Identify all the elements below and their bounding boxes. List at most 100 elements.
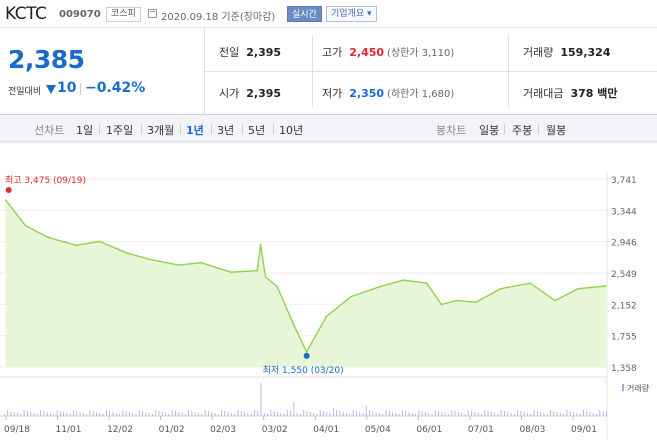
divider: [204, 28, 205, 115]
stock-name: KCTC: [5, 4, 47, 24]
volume-bar: [517, 410, 518, 416]
volume-bar: [17, 413, 18, 416]
price-point: [98, 240, 101, 243]
volume-bar: [553, 411, 555, 416]
day-low: 저가 2,350 (하한가 1,680): [322, 85, 454, 101]
volume-bar: [59, 411, 61, 416]
volume-bar: [89, 410, 91, 416]
period-10y[interactable]: 10년: [279, 124, 304, 137]
volume-bar: [510, 413, 512, 416]
volume-bar: [398, 414, 400, 416]
volume-bar: [244, 412, 245, 416]
volume-bar: [507, 412, 509, 416]
candle-chart-label: 봉차트: [436, 124, 467, 137]
volume-bar: [602, 411, 604, 416]
volume-bar: [138, 410, 140, 416]
volume-bar: [523, 412, 525, 416]
volume-bar: [194, 412, 196, 416]
volume-bar: [50, 413, 51, 416]
divider: [504, 124, 505, 134]
volume-bar: [33, 413, 35, 416]
volume-bar: [451, 410, 453, 416]
price-point: [177, 264, 180, 266]
line-chart-label: 선차트: [34, 124, 65, 137]
volume-bar: [533, 410, 535, 416]
volume-bar: [102, 414, 104, 416]
volume-bar: [332, 408, 334, 416]
volume-bar: [30, 412, 32, 416]
volume-bar: [119, 414, 120, 416]
volume-bar: [385, 410, 387, 416]
volume-bar: [36, 414, 38, 416]
volume-bar: [132, 413, 134, 416]
candle-daily[interactable]: 일봉: [479, 124, 500, 137]
volume-bar: [369, 410, 370, 416]
volume-bar: [280, 413, 282, 416]
prev-close-label: 전일: [219, 46, 240, 59]
x-tick-label: 09/01: [571, 425, 597, 435]
volume-bar: [267, 414, 268, 416]
volume-bar: [204, 410, 206, 416]
price-area: [5, 200, 607, 367]
volume-bar: [240, 411, 242, 416]
volume-bar: [125, 411, 127, 416]
period-3m[interactable]: 3개월: [147, 124, 175, 137]
volume-bar: [53, 414, 55, 416]
volume-bar: [484, 410, 486, 416]
y-tick-label: 3,344: [611, 207, 637, 217]
volume-value: 159,324: [560, 46, 611, 59]
volume-bar: [198, 413, 199, 416]
volume-bar: [300, 414, 301, 416]
volume-bar: [474, 412, 476, 416]
volume-bar: [306, 411, 308, 416]
volume-bar: [109, 411, 111, 416]
period-1w[interactable]: 1주일: [106, 124, 134, 137]
volume-bar: [550, 410, 551, 416]
period-1y[interactable]: 1년: [186, 124, 204, 137]
volume-bar: [540, 412, 542, 416]
volume-bar: [73, 410, 74, 416]
volume-bar: [530, 414, 532, 416]
price-point: [475, 301, 477, 303]
price-chart: 3,741 3,344 2,946 2,549 2,152 1,755 1,358 최고 3,…: [0, 142, 657, 440]
volume-bar: [471, 411, 472, 416]
volume-legend: 거래량: [627, 383, 650, 393]
divider: [205, 71, 657, 72]
price-point: [455, 299, 458, 302]
volume-bar: [230, 413, 232, 416]
company-overview-dropdown[interactable]: 기업개요 ▾: [326, 6, 377, 22]
day-high-value: 2,450: [349, 46, 385, 59]
period-5y[interactable]: 5년: [248, 124, 266, 137]
volume-bar: [504, 411, 505, 416]
volume-bar: [112, 412, 114, 416]
price-point: [126, 252, 129, 255]
x-tick-label: 12/02: [107, 425, 133, 435]
volume-bar: [355, 411, 357, 416]
volume-bar: [214, 413, 216, 416]
volume-bar: [520, 411, 522, 416]
realtime-button[interactable]: 실시간: [287, 6, 322, 22]
low-marker: [303, 352, 310, 359]
open-price: 시가 2,395: [219, 85, 281, 101]
volume-bar: [346, 413, 347, 416]
volume-bar: [392, 412, 393, 416]
period-3y[interactable]: 3년: [217, 124, 235, 137]
price-point: [75, 244, 78, 247]
chart-toolbar: 선차트 1일 1주일 3개월 1년 3년 5년 10년 봉차트 일봉 주봉 월봉: [0, 115, 657, 142]
candle-monthly[interactable]: 월봉: [546, 124, 567, 137]
stock-code: 009070: [59, 9, 101, 20]
quote-date: 2020.09.18 기준(장마감): [161, 12, 276, 23]
volume-bar: [309, 412, 311, 416]
price-point: [325, 315, 328, 318]
candle-weekly[interactable]: 주봉: [512, 124, 533, 137]
volume-bar: [270, 410, 272, 416]
x-tick-label: 01/02: [159, 425, 185, 435]
volume-bar: [43, 411, 45, 416]
period-1d[interactable]: 1일: [76, 124, 94, 137]
volume-bar: [145, 412, 147, 416]
x-tick-label: 06/01: [416, 425, 442, 435]
price-point: [402, 279, 405, 281]
volume-bar: [415, 414, 417, 416]
day-low-value: 2,350: [349, 87, 385, 100]
volume-bar: [250, 414, 252, 416]
